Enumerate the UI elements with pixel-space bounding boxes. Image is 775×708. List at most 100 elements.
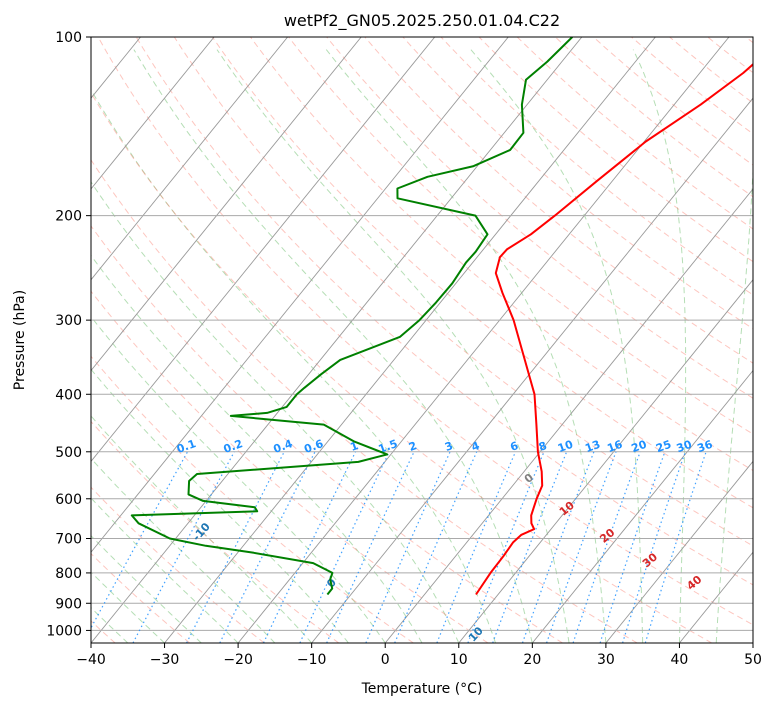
moist-adiabat-line (91, 254, 423, 643)
sounding-series (130, 37, 753, 596)
mixing-ratio-label: 20 (630, 438, 649, 456)
dry-adiabats (91, 37, 753, 643)
isotherm-line (752, 642, 753, 643)
moist-adiabat-line (216, 49, 570, 643)
mixing-ratio-label: 3 (443, 439, 455, 454)
isotherm-line (164, 37, 656, 643)
isotherm-line (237, 37, 730, 643)
dry-adiabat-line (91, 225, 563, 643)
mixing-ratio-line (262, 451, 357, 643)
background-lines (0, 37, 753, 643)
y-tick-label: 1000 (46, 623, 82, 639)
dewpoint-profile-line (130, 37, 574, 596)
y-tick-label: 500 (55, 445, 82, 461)
mixing-ratio-line (132, 451, 235, 643)
mixing-ratio-lines (91, 451, 707, 643)
chart-title: wetPf2_GN05.2025.250.01.04.C22 (284, 11, 560, 31)
y-tick-label: 800 (55, 566, 82, 582)
temperature-profile-line (475, 63, 753, 596)
isotherm-line (531, 369, 753, 643)
y-tick-label: 900 (55, 596, 82, 612)
moist-adiabat-line (91, 497, 239, 643)
mixing-ratio-label: 1 (349, 439, 361, 454)
isotherms (0, 37, 753, 643)
x-tick-label: 30 (597, 652, 615, 668)
y-tick-label: 200 (55, 209, 82, 225)
mixing-ratio-label: 0.1 (175, 437, 198, 456)
x-tick-label: 50 (744, 652, 762, 668)
x-tick-label: 20 (523, 652, 541, 668)
mixing-ratio-line (365, 451, 451, 643)
moist-adiabat-line (133, 49, 533, 643)
isotherm-line (384, 188, 753, 643)
mixing-ratio-label: 0.2 (222, 437, 245, 456)
dry-adiabat-line (97, 37, 753, 626)
isotherm-line (458, 279, 753, 643)
axis-ticks: −40 −30 −20 −10 0 10 20 30 40 5010020030040050060… (46, 30, 762, 668)
mixing-ratio-label: 16 (605, 438, 624, 456)
mixing-ratio-label: 36 (695, 438, 714, 456)
dry-adiabat-line (516, 37, 753, 230)
moist-adiabat-line (632, 49, 687, 643)
mixing-ratio-line (326, 451, 415, 643)
dry-adiabat-line (173, 37, 753, 547)
mixing-ratio-line (299, 451, 390, 643)
moist-adiabats (91, 49, 753, 643)
x-tick-label: −30 (150, 652, 180, 668)
moist-adiabat-line (715, 160, 753, 643)
dry-adiabat-line (250, 37, 753, 472)
mixing-ratio-label: 4 (470, 439, 482, 454)
mixing-ratio-line (436, 451, 517, 643)
mixing-ratio-label: 13 (583, 438, 602, 455)
mixing-ratio-line (91, 451, 189, 630)
mixing-ratio-line (622, 451, 686, 643)
x-tick-label: −40 (76, 652, 106, 668)
dry-adiabat-line (402, 37, 753, 330)
x-axis-title: Temperature (°C) (361, 681, 483, 697)
mixing-ratio-line (467, 451, 545, 643)
isotherm-line (311, 97, 753, 643)
mixing-ratio-label: 0.6 (302, 437, 325, 456)
moist-adiabat-line (470, 49, 644, 643)
isotherm-line (91, 37, 436, 463)
moist-adiabat-line (91, 88, 497, 643)
y-tick-label: 100 (55, 30, 82, 46)
moist-adiabat-line (91, 181, 460, 643)
dry-adiabat-line (211, 37, 753, 509)
mixing-ratio-line (394, 451, 478, 643)
dry-adiabat-line (91, 91, 713, 643)
isotherm-line (91, 37, 583, 643)
dry-adiabat-line (554, 37, 753, 198)
y-tick-label: 400 (55, 387, 82, 403)
dry-adiabat-line (135, 37, 753, 586)
isotherm-line (605, 460, 753, 643)
mixing-ratio-label: 8 (537, 439, 549, 454)
plot-background (91, 37, 753, 643)
isotherm-line (91, 37, 288, 281)
dry-adiabat-line (91, 420, 340, 643)
y-tick-label: 700 (55, 532, 82, 548)
dry-adiabat-line (364, 37, 753, 364)
mixing-ratio-label: 1.5 (377, 437, 400, 456)
isotherm-line (91, 37, 215, 190)
x-tick-label: −10 (297, 652, 327, 668)
mixing-ratio-label: 6 (508, 439, 520, 454)
dry-adiabat-line (91, 290, 489, 643)
isotherm-line (0, 37, 67, 643)
mixing-ratio-line (644, 451, 707, 643)
mixing-ratio-label: 30 (675, 438, 694, 456)
moist-adiabat-line (91, 368, 349, 643)
y-axis-title: Pressure (hPa) (12, 290, 28, 390)
isobars (91, 37, 753, 631)
moist-adiabat-line (325, 49, 607, 643)
x-tick-label: −20 (223, 652, 253, 668)
x-tick-label: 10 (450, 652, 468, 668)
x-tick-label: 40 (671, 652, 689, 668)
plot-frame (90, 36, 754, 644)
moist-adiabat-line (91, 315, 386, 643)
x-tick-label: 0 (381, 652, 390, 668)
isotherm-line (91, 37, 509, 553)
mixing-ratio-label: 0.4 (272, 437, 295, 456)
mixing-ratio-label: 2 (407, 439, 419, 454)
